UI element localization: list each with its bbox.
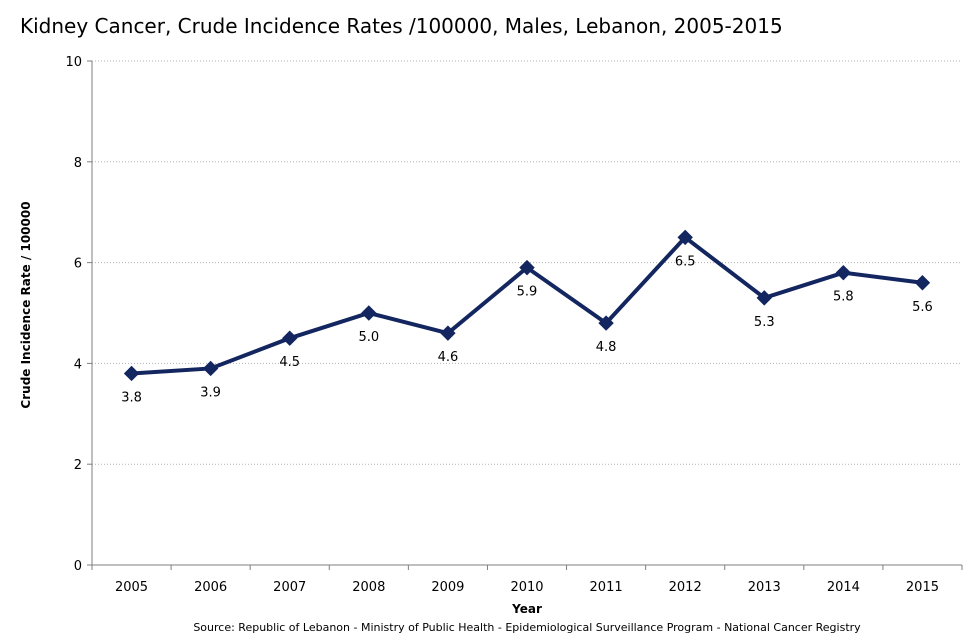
y-axis-tick-labels: 0 2 4 6 8 10 <box>65 55 82 574</box>
x-tick-label: 2010 <box>510 580 543 595</box>
x-tick-label: 2009 <box>431 580 464 595</box>
source-note: Source: Republic of Lebanon - Ministry o… <box>193 621 861 634</box>
x-axis-title: Year <box>511 602 542 616</box>
x-tick-label: 2012 <box>669 580 702 595</box>
y-tick-label: 10 <box>65 55 82 70</box>
x-tick-label: 2005 <box>115 580 148 595</box>
axes <box>87 60 963 570</box>
x-tick-label: 2013 <box>748 580 781 595</box>
data-labels: 3.8 3.9 4.5 5.0 4.6 5.9 4.8 6.5 5.3 5.8 5.6 <box>121 254 933 405</box>
data-point-marker <box>756 290 772 306</box>
data-point-marker <box>914 275 931 291</box>
series-line <box>131 234 923 376</box>
x-tick-label: 2011 <box>590 580 623 595</box>
data-point-marker <box>519 259 535 276</box>
data-label: 5.6 <box>912 300 933 315</box>
data-point-marker <box>202 360 219 377</box>
data-point-marker <box>835 264 852 281</box>
data-label: 5.3 <box>754 315 775 330</box>
data-label: 3.9 <box>200 385 221 400</box>
data-label: 4.5 <box>279 355 300 370</box>
y-tick-label: 0 <box>74 559 82 574</box>
data-point-marker <box>677 229 693 246</box>
data-label: 4.8 <box>596 340 617 355</box>
chart-title: Kidney Cancer, Crude Incidence Rates /10… <box>20 14 783 38</box>
y-tick-label: 4 <box>74 357 82 372</box>
y-axis-title: Crude Incidence Rate / 100000 <box>19 201 33 408</box>
data-point-marker <box>282 330 298 346</box>
data-point-marker <box>440 325 456 341</box>
data-point-marker <box>361 305 377 321</box>
data-label: 6.5 <box>675 254 696 269</box>
x-tick-label: 2014 <box>827 580 860 595</box>
data-label: 5.8 <box>833 290 854 305</box>
y-tick-label: 8 <box>74 156 82 171</box>
series-rate <box>123 229 931 382</box>
data-label: 5.9 <box>517 285 538 300</box>
data-label: 4.6 <box>438 350 459 365</box>
y-tick-label: 6 <box>74 257 82 272</box>
y-tick-label: 2 <box>74 458 82 473</box>
data-label: 3.8 <box>121 390 142 405</box>
x-tick-label: 2006 <box>194 580 227 595</box>
data-label: 5.0 <box>358 330 379 345</box>
x-tick-label: 2007 <box>273 580 306 595</box>
x-tick-label: 2015 <box>906 580 939 595</box>
data-point-marker <box>123 365 140 382</box>
x-axis-tick-labels: 2005 2006 2007 2008 2009 2010 2011 2012 2013 2014… <box>115 580 939 595</box>
x-tick-label: 2008 <box>352 580 385 595</box>
data-point-marker <box>598 315 614 331</box>
